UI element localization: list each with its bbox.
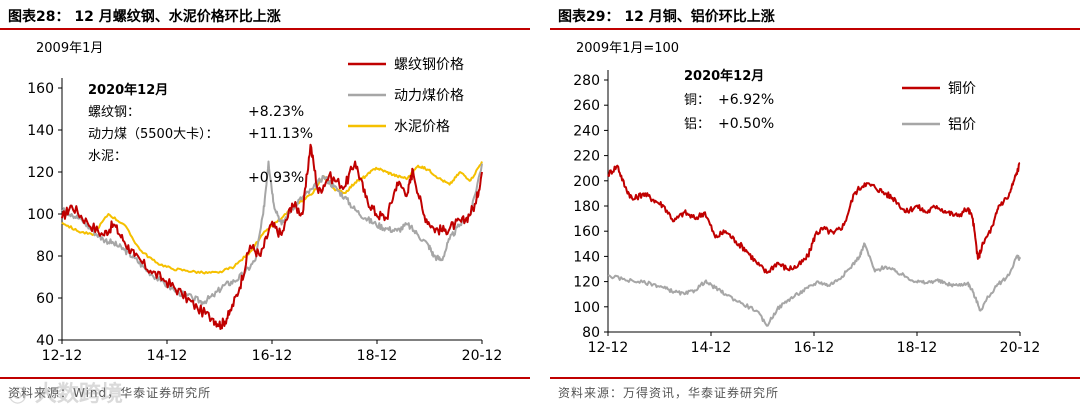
y-tick-label: 180 xyxy=(573,199,600,215)
title-divider xyxy=(550,28,1080,30)
annotation-label: 铝： xyxy=(684,117,710,132)
y-tick-label: 220 xyxy=(573,149,600,165)
series-line-2 xyxy=(61,161,483,275)
y-tick-label: 160 xyxy=(573,224,600,240)
legend-label: 螺纹钢价格 xyxy=(394,57,464,73)
annotation-heading: 2020年12月 xyxy=(684,68,764,84)
x-tick-label: 12-12 xyxy=(588,340,629,356)
x-tick-label: 18-12 xyxy=(897,340,938,356)
annotation-label: 铜： xyxy=(684,93,710,108)
x-tick-label: 18-12 xyxy=(357,348,398,364)
series-line-0 xyxy=(607,162,1021,274)
legend-label: 铝价 xyxy=(948,117,976,133)
y-tick-label: 60 xyxy=(36,291,54,307)
source-note: 资料来源：万得资讯，华泰证券研究所 xyxy=(558,386,780,400)
chart-title: 图表28： 12 月螺纹钢、水泥价格环比上涨 xyxy=(8,9,281,25)
y-tick-label: 120 xyxy=(573,275,600,291)
unit-label: 2009年1月 xyxy=(36,41,103,56)
x-tick-label: 14-12 xyxy=(691,340,732,356)
annotation-heading: 2020年12月 xyxy=(88,82,168,98)
footer-divider xyxy=(0,377,530,379)
y-tick-label: 160 xyxy=(27,81,54,97)
y-tick-label: 280 xyxy=(573,73,600,89)
chart-panel-copper-aluminum: 图表29： 12 月铜、铝价环比上涨 2009年1月=100 80 100 120 14… xyxy=(550,0,1080,412)
y-tick-label: 40 xyxy=(36,333,54,349)
x-tick-label: 16-12 xyxy=(794,340,835,356)
x-tick-label: 14-12 xyxy=(147,348,188,364)
line-chart: 2009年1月=100 80 100 120 140 160 180 200 220 240 260… xyxy=(573,41,1041,356)
annotation-label: 水泥： xyxy=(88,149,127,164)
y-tick-label: 140 xyxy=(27,123,54,139)
y-tick-label: 80 xyxy=(582,325,600,341)
annotation-label: 动力煤（5500大卡）： xyxy=(88,127,219,142)
legend-label: 水泥价格 xyxy=(394,119,450,135)
y-tick-label: 240 xyxy=(573,123,600,139)
x-tick-label: 20-12 xyxy=(462,348,503,364)
y-tick-label: 260 xyxy=(573,98,600,114)
chart-panel-rebar-cement: 图表28： 12 月螺纹钢、水泥价格环比上涨 2009年1月 40 60 80 100 1… xyxy=(0,0,530,412)
y-tick-label: 120 xyxy=(27,165,54,181)
series-line-1 xyxy=(607,242,1021,327)
annotation-label: 螺纹钢： xyxy=(88,105,140,120)
line-chart: 2009年1月 40 60 80 100 120 140 160 12-12 14-12 16-12… xyxy=(27,41,503,364)
legend-label: 动力煤价格 xyxy=(394,88,464,104)
source-note: 资料来源：Wind，华泰证券研究所 xyxy=(8,386,212,400)
watermark: ◎ 大数跨境 xyxy=(8,382,123,407)
series-line-1 xyxy=(61,160,483,306)
footer-divider xyxy=(550,377,1080,379)
y-tick-label: 140 xyxy=(573,249,600,265)
y-tick-label: 80 xyxy=(36,249,54,265)
x-tick-label: 12-12 xyxy=(42,348,83,364)
title-divider xyxy=(0,28,530,30)
annotation-value: +8.23% xyxy=(248,104,304,120)
unit-label: 2009年1月=100 xyxy=(576,41,679,56)
y-tick-label: 200 xyxy=(573,174,600,190)
y-tick-label: 100 xyxy=(27,207,54,223)
annotation-value: +0.50% xyxy=(718,116,774,132)
x-tick-label: 20-12 xyxy=(1000,340,1041,356)
annotation-value: +11.13% xyxy=(248,126,313,142)
annotation-value: +6.92% xyxy=(718,92,774,108)
annotation-value: +0.93% xyxy=(248,170,304,186)
y-tick-label: 100 xyxy=(573,300,600,316)
x-tick-label: 16-12 xyxy=(252,348,293,364)
legend-label: 铜价 xyxy=(948,81,976,97)
chart-title: 图表29： 12 月铜、铝价环比上涨 xyxy=(558,9,775,25)
series-line-0 xyxy=(61,143,483,330)
